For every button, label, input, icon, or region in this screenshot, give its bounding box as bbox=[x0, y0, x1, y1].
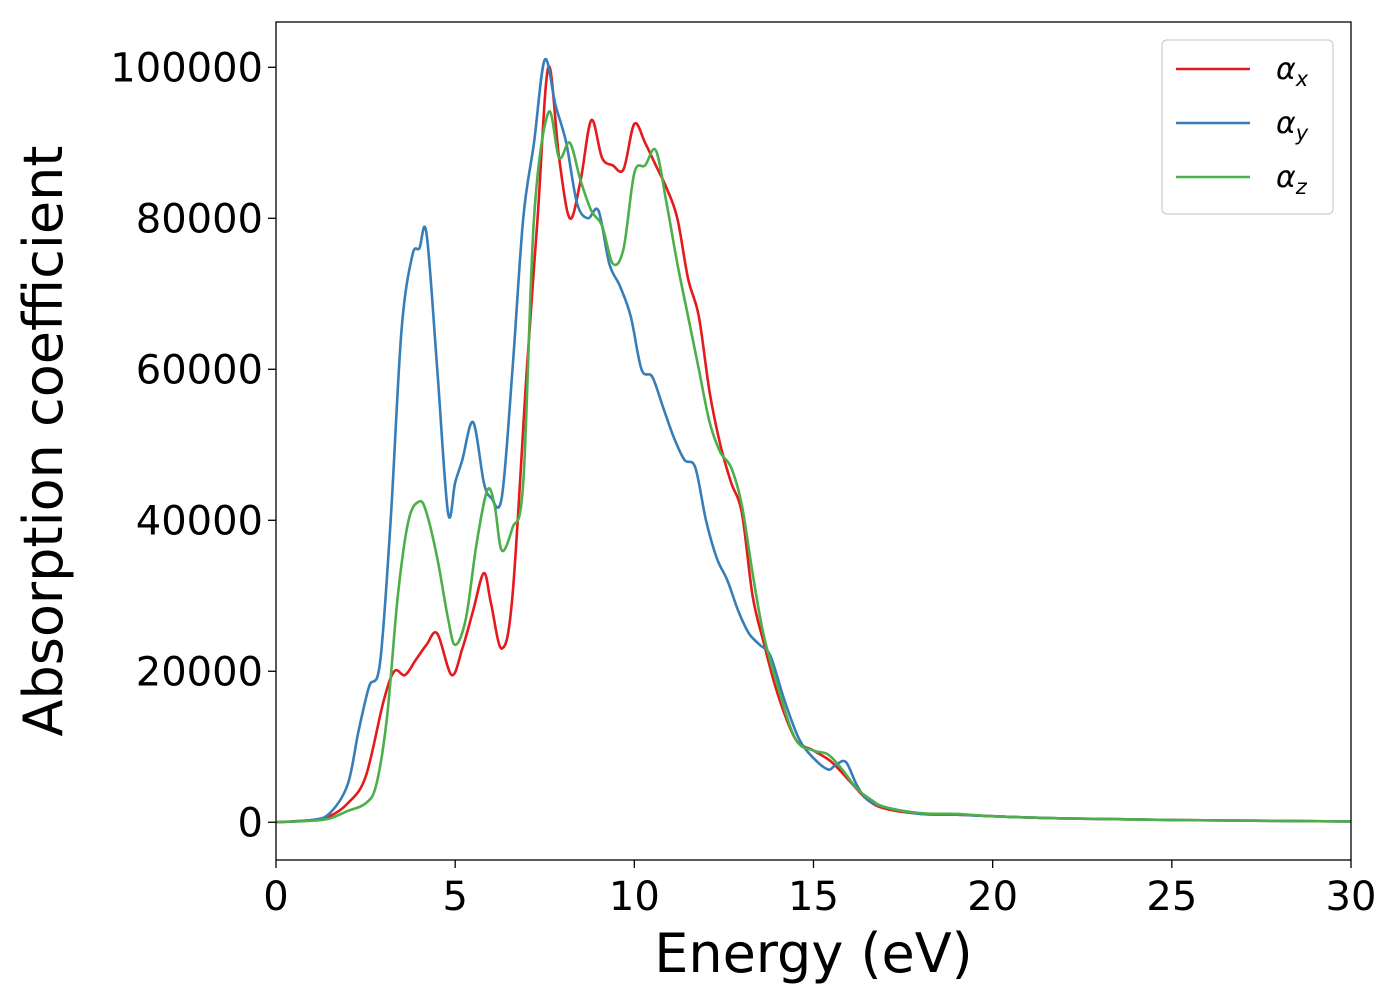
series-line-z bbox=[276, 110, 1351, 824]
series-line-x bbox=[276, 65, 1351, 824]
y-axis-label: Absorption coefficient bbox=[12, 146, 75, 737]
x-tick-label: 10 bbox=[609, 874, 660, 920]
x-tick-label: 15 bbox=[788, 874, 839, 920]
series-layer bbox=[276, 58, 1351, 824]
y-tick-label: 20000 bbox=[136, 649, 263, 695]
y-axis-ticks: 0 20000 40000 60000 80000 100000 bbox=[110, 45, 276, 846]
legend-label-x: αx bbox=[1276, 52, 1309, 91]
y-tick-label: 40000 bbox=[136, 498, 263, 544]
y-tick-label: 60000 bbox=[136, 347, 263, 393]
x-axis-label: Energy (eV) bbox=[654, 922, 973, 985]
x-tick-label: 20 bbox=[967, 874, 1018, 920]
legend-label-z: αz bbox=[1276, 160, 1308, 199]
y-tick-label: 100000 bbox=[110, 45, 263, 91]
legend-box bbox=[1161, 39, 1334, 215]
x-tick-label: 25 bbox=[1146, 874, 1197, 920]
legend-label-y: αy bbox=[1276, 106, 1309, 145]
y-tick-label: 80000 bbox=[136, 196, 263, 242]
x-axis-ticks: 0 5 10 15 20 25 30 bbox=[263, 860, 1376, 920]
x-tick-label: 30 bbox=[1326, 874, 1377, 920]
x-tick-label: 5 bbox=[442, 874, 467, 920]
legend: αx αy αz bbox=[1161, 39, 1334, 215]
y-tick-label: 0 bbox=[238, 800, 263, 846]
x-tick-label: 0 bbox=[263, 874, 288, 920]
